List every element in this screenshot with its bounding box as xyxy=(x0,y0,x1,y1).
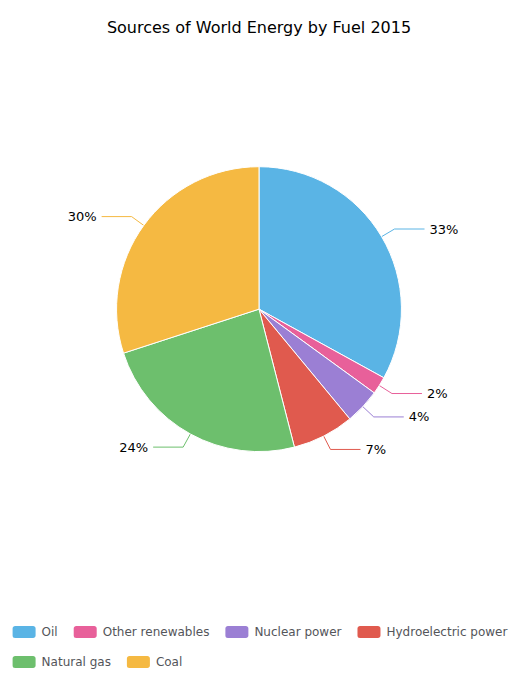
svg-text:2%: 2% xyxy=(427,386,448,401)
svg-text:Natural gas: Natural gas xyxy=(42,655,111,669)
svg-text:30%: 30% xyxy=(68,209,97,224)
svg-text:33%: 33% xyxy=(430,222,459,237)
svg-text:Nuclear power: Nuclear power xyxy=(254,625,341,639)
svg-text:Other renewables: Other renewables xyxy=(103,625,210,639)
svg-text:Hydroelectric power: Hydroelectric power xyxy=(386,625,507,639)
svg-text:Oil: Oil xyxy=(42,625,58,639)
svg-text:Coal: Coal xyxy=(156,655,182,669)
svg-text:4%: 4% xyxy=(409,409,430,424)
svg-text:Sources of World Energy by Fue: Sources of World Energy by Fuel 2015 xyxy=(107,18,411,37)
svg-text:7%: 7% xyxy=(365,442,386,457)
svg-text:24%: 24% xyxy=(119,440,148,455)
